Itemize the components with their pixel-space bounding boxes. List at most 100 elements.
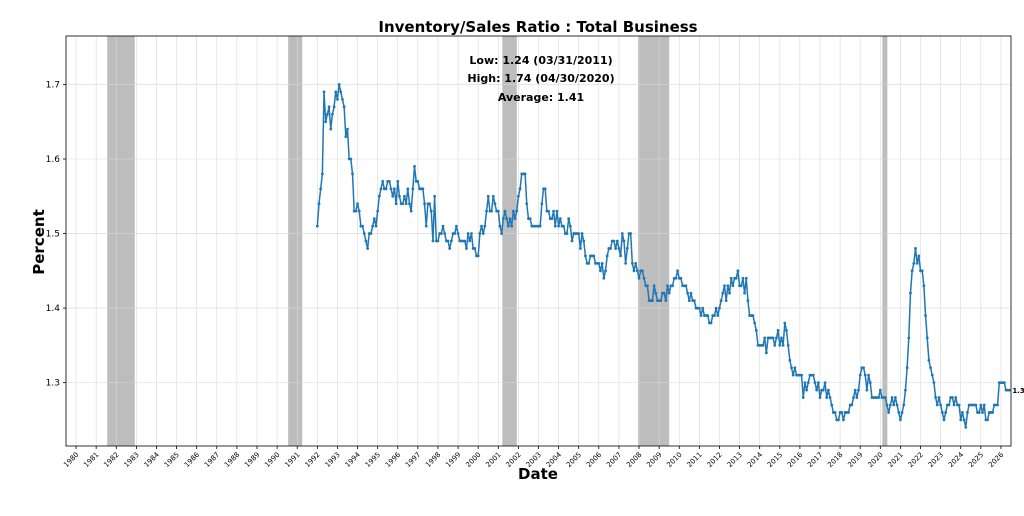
data-point	[580, 232, 584, 235]
data-point	[357, 209, 361, 213]
recession-band	[638, 36, 670, 446]
x-tick-label: 2005	[565, 451, 583, 469]
data-point	[364, 239, 368, 243]
data-point	[356, 202, 359, 206]
x-tick-label: 1986	[183, 450, 202, 469]
x-tick-label: 1995	[364, 451, 382, 469]
data-point	[411, 187, 415, 191]
data-point	[568, 224, 572, 228]
data-point	[979, 403, 983, 407]
data-point	[377, 194, 381, 198]
data-point	[463, 239, 467, 243]
data-point	[406, 187, 410, 191]
data-point	[592, 254, 596, 258]
data-point	[336, 97, 339, 101]
data-point	[615, 239, 619, 243]
data-point	[959, 418, 963, 422]
data-point	[369, 232, 373, 235]
data-point	[788, 358, 792, 362]
data-point	[651, 299, 654, 303]
data-point	[865, 388, 869, 392]
data-point	[842, 418, 845, 422]
x-tick-label: 1990	[263, 451, 281, 469]
data-point	[892, 403, 896, 407]
data-point	[446, 239, 450, 243]
data-point	[453, 232, 457, 235]
data-point	[833, 411, 837, 414]
data-point	[664, 299, 668, 303]
x-tick-label: 1982	[102, 451, 120, 469]
data-point	[317, 202, 321, 206]
data-point	[719, 299, 723, 303]
y-axis-label: Percent	[30, 209, 48, 274]
data-point	[753, 321, 757, 325]
x-tick-label: 2007	[605, 451, 623, 469]
data-point	[778, 343, 782, 347]
data-point	[329, 127, 333, 131]
data-point	[570, 239, 574, 243]
data-point	[577, 232, 581, 235]
data-point	[786, 343, 790, 347]
data-point	[937, 396, 941, 399]
data-point	[912, 261, 916, 265]
x-tick-label: 2006	[585, 450, 604, 469]
data-point	[867, 373, 870, 377]
data-point	[523, 172, 527, 176]
data-point	[374, 224, 378, 228]
data-point	[478, 232, 482, 235]
data-point	[910, 269, 914, 273]
data-point	[791, 373, 795, 377]
data-point	[922, 284, 926, 288]
recession-band	[288, 36, 303, 446]
y-tick-label: 1.6	[46, 155, 61, 165]
data-point	[902, 403, 906, 407]
data-point	[977, 411, 981, 414]
x-tick-label: 1997	[404, 451, 422, 469]
data-point	[331, 112, 334, 116]
data-point	[783, 321, 787, 325]
data-point	[599, 269, 602, 273]
data-point	[939, 403, 943, 407]
data-point	[344, 135, 348, 139]
data-point	[490, 209, 493, 213]
data-point	[667, 291, 671, 295]
data-point	[465, 247, 468, 250]
data-point	[800, 373, 803, 377]
data-point	[853, 388, 857, 392]
data-point	[597, 261, 601, 265]
data-point	[466, 232, 470, 235]
data-point	[518, 187, 522, 191]
data-point	[625, 247, 629, 250]
data-point	[454, 224, 458, 228]
data-point	[470, 232, 473, 235]
data-point	[828, 396, 832, 399]
annotation-high: High: 1.74 (04/30/2020)	[467, 72, 614, 85]
data-point	[322, 90, 326, 94]
data-point	[905, 366, 909, 370]
data-point	[885, 403, 889, 407]
data-point	[815, 388, 819, 392]
data-point	[423, 202, 426, 206]
annotation-average: Average: 1.41	[498, 91, 584, 104]
data-point	[780, 336, 783, 340]
data-point	[806, 381, 810, 385]
x-tick-label: 2024	[947, 450, 966, 469]
x-tick-label: 2000	[464, 451, 482, 469]
data-point	[578, 247, 582, 250]
data-point	[557, 224, 561, 228]
x-tick-label: 2015	[766, 451, 784, 469]
data-point	[441, 224, 445, 228]
data-point	[480, 224, 483, 228]
data-point	[930, 373, 934, 377]
data-point	[709, 321, 713, 325]
data-point	[584, 254, 587, 258]
data-point	[540, 202, 544, 206]
data-point	[515, 209, 519, 213]
data-point	[468, 239, 472, 243]
data-point	[439, 232, 443, 235]
data-point	[855, 396, 859, 399]
data-point	[550, 217, 554, 221]
data-point	[899, 418, 902, 422]
data-point	[840, 411, 844, 414]
x-tick-label: 1984	[143, 450, 162, 469]
